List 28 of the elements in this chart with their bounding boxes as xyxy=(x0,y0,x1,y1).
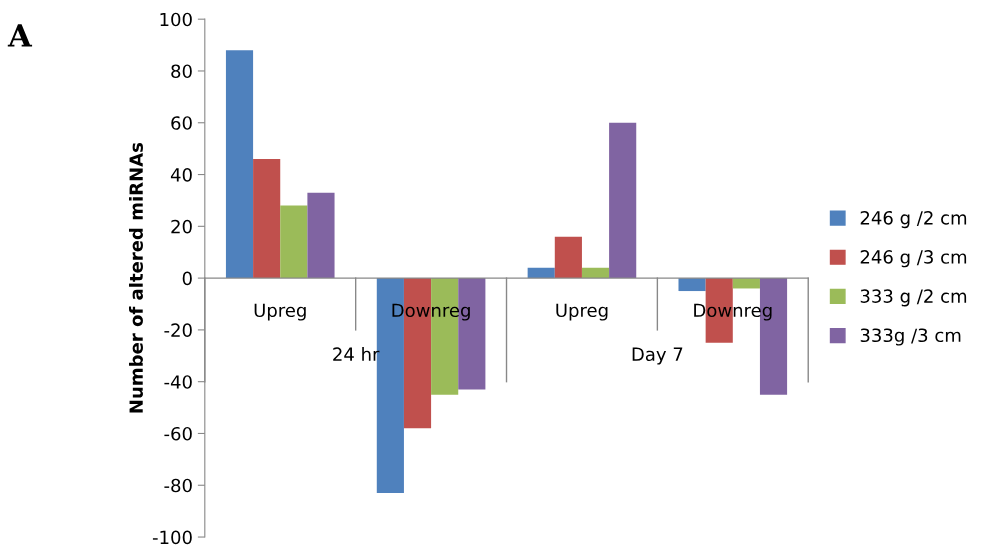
y-tick-label: 100 xyxy=(160,12,192,27)
y-tick-label: 20 xyxy=(171,219,192,234)
y-tick-label: -80 xyxy=(164,478,192,493)
text: A xyxy=(7,24,33,47)
legend-label: 246 g /3 cm xyxy=(860,250,967,268)
bar xyxy=(609,122,637,279)
y-tick-label: -40 xyxy=(164,375,192,389)
bar xyxy=(307,192,335,279)
y-tick-label: 40 xyxy=(170,168,192,182)
y-tick-label: -20 xyxy=(164,323,192,338)
y-axis-title: Number of altered miRNAs xyxy=(129,142,143,413)
legend-label: 333g /3 cm xyxy=(860,328,961,346)
x-tick-label: Downreg xyxy=(694,303,772,321)
x-tick-label: Upreg xyxy=(556,303,608,321)
legend-label: 333 g /2 cm xyxy=(860,289,967,307)
y-tick-label: -100 xyxy=(152,530,192,545)
y-tick-label: 80 xyxy=(171,64,192,79)
legend-label: 246 g /2 cm xyxy=(860,210,967,229)
bar xyxy=(280,205,308,279)
y-tick-label: -60 xyxy=(164,426,192,441)
bar xyxy=(253,159,281,279)
x-tick-label: Upreg xyxy=(254,303,306,321)
y-tick-label: 60 xyxy=(171,116,192,130)
annotation: Day 7 xyxy=(632,347,683,365)
bar xyxy=(678,278,706,292)
bar xyxy=(225,50,254,279)
bar xyxy=(554,236,582,279)
y-tick-label: 0 xyxy=(182,271,192,286)
